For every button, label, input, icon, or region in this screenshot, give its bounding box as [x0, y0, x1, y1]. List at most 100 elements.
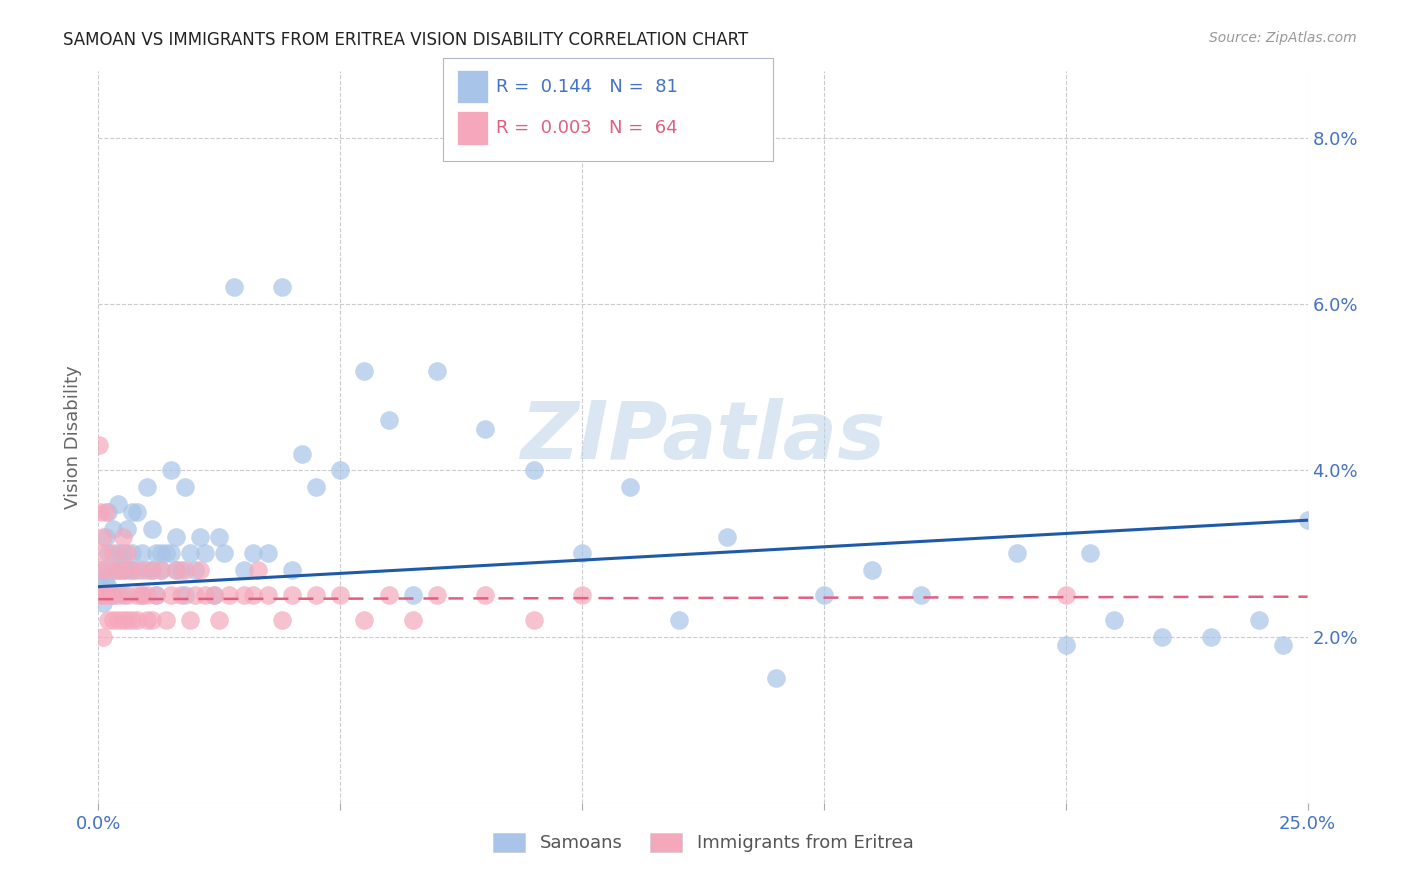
Point	[131, 563, 153, 577]
Point	[135, 480, 157, 494]
Point	[141, 521, 163, 535]
Point	[91, 630, 114, 644]
Point	[169, 563, 191, 577]
Point	[155, 546, 177, 560]
Point	[97, 613, 120, 627]
Point	[271, 613, 294, 627]
Point	[141, 563, 163, 577]
Point	[97, 588, 120, 602]
Point	[305, 588, 328, 602]
Point	[111, 563, 134, 577]
Point	[127, 613, 149, 627]
Point	[474, 422, 496, 436]
Point	[174, 480, 197, 494]
Point	[111, 613, 134, 627]
Point	[1296, 513, 1319, 527]
Point	[353, 363, 375, 377]
Point	[1152, 630, 1174, 644]
Point	[150, 546, 173, 560]
Point	[242, 588, 264, 602]
Point	[305, 480, 328, 494]
Point	[101, 613, 124, 627]
Point	[571, 546, 593, 560]
Point	[402, 613, 425, 627]
Point	[1249, 613, 1271, 627]
Point	[135, 588, 157, 602]
Point	[222, 280, 245, 294]
Point	[377, 413, 399, 427]
Point	[165, 563, 187, 577]
Point	[91, 546, 114, 560]
Y-axis label: Vision Disability: Vision Disability	[65, 365, 83, 509]
Point	[426, 363, 449, 377]
Point	[145, 588, 167, 602]
Point	[1272, 638, 1295, 652]
Point	[131, 546, 153, 560]
Point	[121, 613, 143, 627]
Point	[150, 563, 173, 577]
Point	[165, 563, 187, 577]
Point	[91, 596, 114, 610]
Point	[716, 530, 738, 544]
Point	[107, 563, 129, 577]
Point	[765, 671, 787, 685]
Point	[111, 530, 134, 544]
Point	[107, 613, 129, 627]
Text: ZIPatlas: ZIPatlas	[520, 398, 886, 476]
Point	[101, 521, 124, 535]
Point	[160, 463, 183, 477]
Point	[179, 613, 201, 627]
Point	[121, 546, 143, 560]
Point	[101, 588, 124, 602]
Point	[188, 530, 211, 544]
Point	[179, 546, 201, 560]
Point	[426, 588, 449, 602]
Point	[107, 546, 129, 560]
Point	[141, 613, 163, 627]
Point	[1102, 613, 1125, 627]
Point	[1054, 638, 1077, 652]
Point	[117, 613, 139, 627]
Point	[117, 588, 139, 602]
Point	[101, 546, 124, 560]
Point	[127, 505, 149, 519]
Point	[232, 563, 254, 577]
Point	[523, 463, 546, 477]
Point	[145, 588, 167, 602]
Text: Source: ZipAtlas.com: Source: ZipAtlas.com	[1209, 31, 1357, 45]
Point	[117, 563, 139, 577]
Point	[194, 546, 217, 560]
Point	[127, 588, 149, 602]
Point	[218, 588, 240, 602]
Point	[160, 546, 183, 560]
Point	[188, 563, 211, 577]
Legend: Samoans, Immigrants from Eritrea: Samoans, Immigrants from Eritrea	[485, 826, 921, 860]
Point	[131, 588, 153, 602]
Point	[91, 588, 114, 602]
Point	[402, 588, 425, 602]
Point	[523, 613, 546, 627]
Point	[1054, 588, 1077, 602]
Point	[165, 530, 187, 544]
Point	[1199, 630, 1222, 644]
Point	[174, 588, 197, 602]
Point	[184, 588, 207, 602]
Point	[184, 563, 207, 577]
Point	[1078, 546, 1101, 560]
Point	[813, 588, 835, 602]
Point	[135, 563, 157, 577]
Point	[474, 588, 496, 602]
Point	[111, 588, 134, 602]
Point	[668, 613, 690, 627]
Point	[194, 588, 217, 602]
Point	[94, 530, 117, 544]
Point	[107, 588, 129, 602]
Point	[571, 588, 593, 602]
Point	[97, 505, 120, 519]
Point	[141, 563, 163, 577]
Point	[208, 530, 231, 544]
Point	[204, 588, 226, 602]
Point	[97, 546, 120, 560]
Point	[89, 505, 111, 519]
Point	[101, 563, 124, 577]
